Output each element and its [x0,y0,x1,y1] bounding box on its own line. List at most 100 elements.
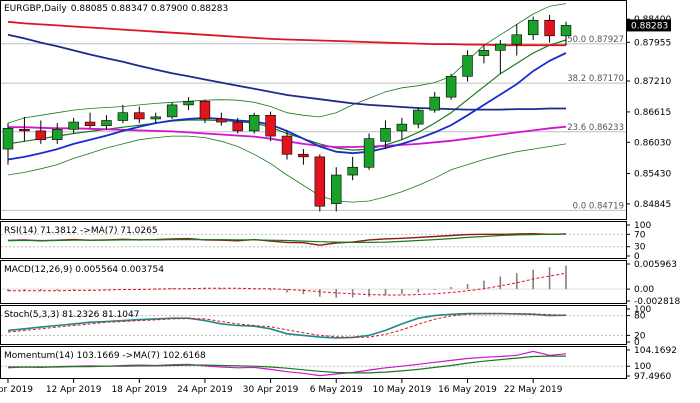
indicator-axis-label: 100 [634,305,651,315]
bollinger-lower-line [7,135,567,203]
bullish-candle [511,34,522,45]
indicator-axis-label: 70 [634,230,646,240]
bollinger-upper-line [7,3,567,124]
bullish-candle [183,100,194,106]
main-price-panel[interactable]: 50.0 0.87927 38.2 0.87170 23.6 0.86233 0.0 … [1,3,626,212]
price-axis-label: 0.87955 [634,38,671,48]
bullish-candle [445,76,457,98]
price-axis-label: 0.87210 [634,77,671,87]
stoch-d-line [7,313,567,338]
fib-label: 50.0 0.87927 [567,35,624,45]
red-moving-average-line [7,20,566,47]
indicator-axis-label: 0.00 [634,285,654,295]
price-axis-label: 0.85430 [634,169,671,179]
bearish-candle [84,121,96,126]
bullish-candle [413,109,424,125]
indicator-axis-label: 0 [634,252,640,262]
indicator-axis-label: 20 [634,331,646,341]
indicator-axis-label: 100 [634,221,651,231]
bullish-candle [478,50,490,56]
time-axis-label: 6 May 2019 [310,385,363,395]
time-axis: 8 Apr 2019 12 Apr 2019 18 Apr 2019 24 Apr 2… [0,379,563,395]
time-axis-label: 12 Apr 2019 [46,385,102,395]
momentum-ma-line [8,355,566,374]
stoch-k-line [7,312,567,339]
bearish-candle [216,118,227,123]
price-axis-label: 0.84845 [634,200,671,210]
price-axis-label: 0.86615 [634,108,671,118]
rsi-panel-frame [0,221,627,259]
bearish-candle [134,112,145,120]
price-axis: 0.884000.879550.872100.866150.860300.854… [626,15,671,210]
bullish-candle [495,43,506,51]
bearish-candle [199,100,211,120]
macd-panel[interactable]: 0.005963 0.00 -0.002818 [1,260,680,307]
indicator-axis-label: 100 [634,362,651,372]
bullish-candle [68,121,79,130]
indicator-axis-label: 80 [634,312,646,322]
time-axis-label: 24 Apr 2019 [177,385,233,395]
time-axis-label: 16 May 2019 [438,385,497,395]
bearish-candle [232,121,243,132]
fib-label: 23.6 0.86233 [567,123,624,133]
macd-signal-line [8,272,567,296]
bullish-candle [52,129,63,141]
indicator-axis-label: 97.4960 [634,372,671,382]
bearish-candle [544,19,555,37]
indicator-axis-label: 104.1692 [634,346,677,356]
ohlc-values: 0.88085 0.88347 0.87900 0.88283 [71,4,228,14]
stoch-title: Stoch(5,3,3) 81.2326 81.1047 [4,310,139,320]
bullish-candle [380,127,391,142]
bullish-candle [363,138,375,168]
bullish-candle [248,114,260,132]
time-axis-label: 22 May 2019 [504,385,563,395]
bullish-candle [560,25,572,37]
macd-title: MACD(12,26,9) 0.005564 0.003754 [4,265,164,275]
time-axis-label: 30 Apr 2019 [243,385,299,395]
indicator-axis-label: 0.005963 [634,260,677,270]
main-panel-frame [0,0,627,220]
bullish-candle [2,127,14,150]
bullish-candle [166,104,178,118]
time-axis-label: 18 Apr 2019 [111,385,167,395]
time-axis-label: 10 May 2019 [373,385,432,395]
bullish-candle [347,166,358,176]
fib-label: 38.2 0.87170 [567,74,624,84]
indicator-axis-label: -0.002818 [634,297,680,307]
bearish-candle [314,156,326,207]
bullish-candle [150,116,161,120]
bullish-candle [527,19,539,36]
symbol-timeframe: EURGBP,Daily [4,4,67,14]
bullish-candle [462,55,473,77]
bearish-candle [35,130,47,141]
current-price-label: 0.88283 [631,21,668,31]
chart-header: EURGBP,Daily 0.88085 0.88347 0.87900 0.88… [4,4,228,14]
bullish-candle [396,123,408,132]
bullish-candle [331,174,342,204]
bearish-candle [281,135,293,155]
navy-moving-average-line [7,33,566,111]
stoch-panel-frame [0,305,627,345]
bullish-candle [101,120,112,126]
momentum-panel-frame [0,346,627,379]
time-axis-label: 8 Apr 2019 [0,385,33,395]
indicator-axis-label: 0 [634,338,640,348]
indicator-axis-label: 30 [634,243,646,253]
fib-label: 0.0 0.84719 [573,201,624,211]
bullish-candle [429,96,440,111]
bearish-candle [265,114,276,137]
bearish-candle [298,153,309,158]
rsi-ma-line [8,233,567,243]
bullish-candle [117,112,129,121]
rsi-title: RSI(14) 71.3812 ->MA(7) 71.0265 [4,226,158,236]
bearish-candle [19,129,30,132]
macd-panel-frame [0,260,627,304]
price-axis-label: 0.86030 [634,138,671,148]
momentum-title: Momentum(14) 103.1669 ->MA(7) 102.6168 [4,351,206,361]
current-price-box [627,19,671,32]
